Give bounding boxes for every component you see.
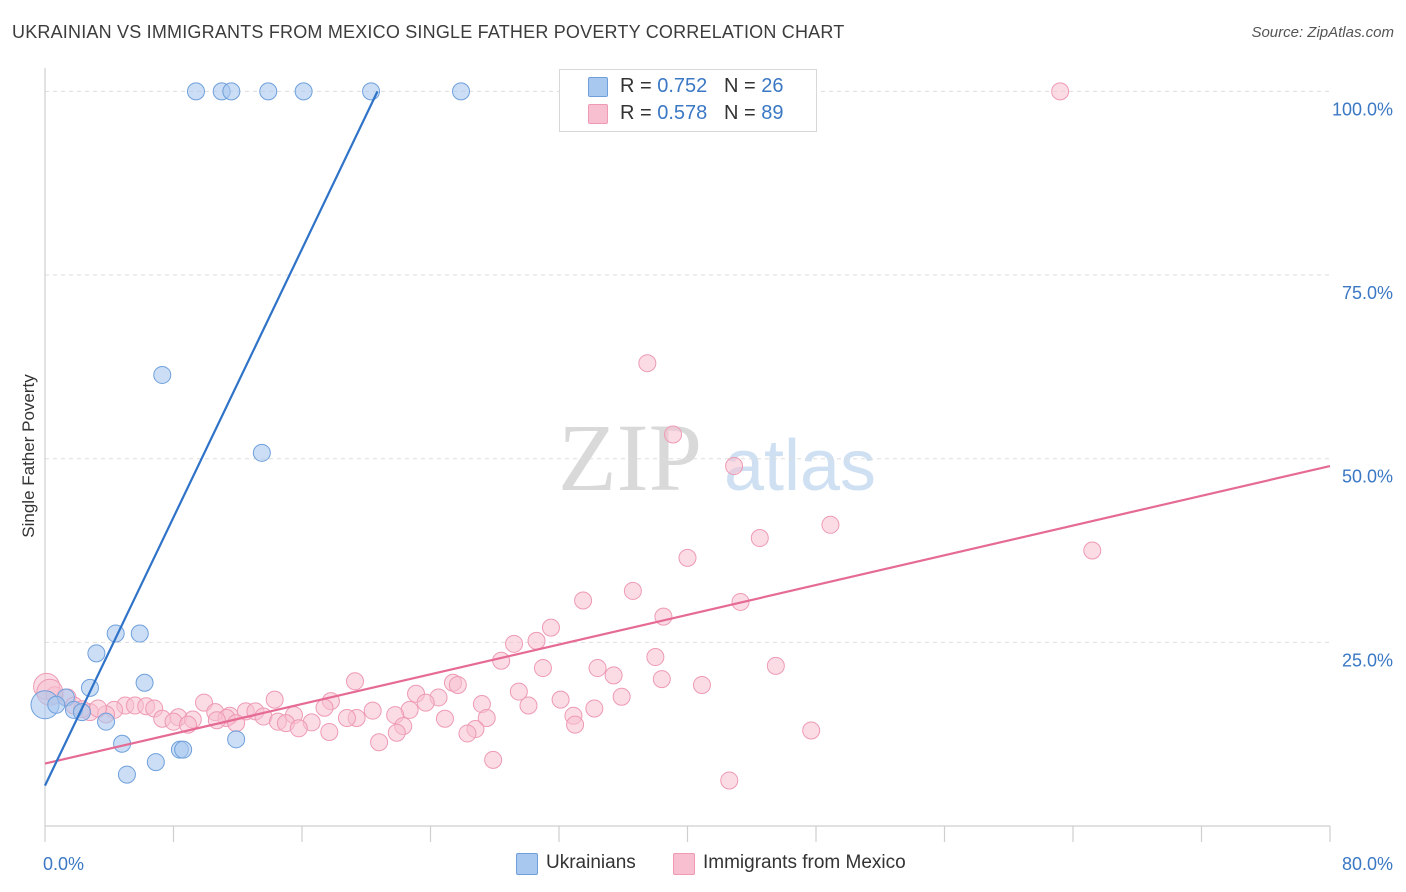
mexico-point: [416, 693, 435, 712]
ukrainian-trend-line: [44, 90, 379, 787]
mexico-point: [1083, 541, 1102, 560]
y-tick-label: 75.0%: [1342, 283, 1393, 303]
mexico-point: [527, 631, 546, 650]
mexico-point: [541, 618, 560, 637]
mexico-point: [566, 715, 585, 734]
trend-lines: [44, 90, 1331, 787]
ukrainian-point: [97, 712, 116, 731]
mexico-point: [505, 634, 524, 653]
y-tick-label: 50.0%: [1342, 467, 1393, 487]
watermark-atlas: atlas: [724, 426, 876, 506]
ukrainian-point: [146, 753, 165, 772]
ukrainian-point: [87, 644, 106, 663]
mexico-point: [448, 675, 467, 694]
ukrainian-point: [294, 82, 313, 101]
mexico-trend-line: [44, 464, 1331, 765]
y-axis-label: Single Father Poverty: [19, 374, 38, 538]
x-tick-label: 0.0%: [43, 854, 84, 874]
mexico-point: [766, 656, 785, 675]
mexico-point: [678, 548, 697, 567]
ukrainian-point: [47, 695, 66, 714]
mexico-point: [725, 457, 744, 476]
mexico-point: [509, 682, 528, 701]
x-tick-label: 80.0%: [1342, 854, 1393, 874]
mexico-point: [435, 709, 454, 728]
watermark-zip: ZIP: [558, 404, 702, 511]
ukrainian-point: [227, 730, 246, 749]
bottom-legend-swatch-mexico: [673, 853, 695, 875]
mexico-point: [289, 719, 308, 738]
legend-swatch-ukrainians: [588, 77, 608, 97]
mexico-point: [387, 723, 406, 742]
mexico-point: [492, 651, 511, 670]
mexico-point: [664, 425, 683, 444]
mexico-point: [551, 690, 570, 709]
mexico-point: [484, 750, 503, 769]
ukrainian-point: [153, 365, 172, 384]
mexico-point: [337, 709, 356, 728]
mexico-point: [1051, 82, 1070, 101]
mexico-point: [720, 771, 739, 790]
mexico-point: [346, 672, 365, 691]
source-label: Source: ZipAtlas.com: [1251, 24, 1394, 41]
mexico-point: [363, 701, 382, 720]
mexico-point: [646, 648, 665, 667]
mexico-point: [821, 515, 840, 534]
y-tick-label: 100.0%: [1332, 99, 1393, 119]
ukrainian-point: [222, 82, 241, 101]
mexico-point: [320, 722, 339, 741]
legend-text-mexico: R = 0.578 N = 89: [620, 102, 784, 124]
mexico-point: [612, 687, 631, 706]
correlation-legend: R = 0.752 N = 26 R = 0.578 N = 89: [559, 69, 817, 132]
bottom-legend-label-ukrainians: Ukrainians: [546, 852, 636, 873]
legend-text-ukrainians: R = 0.752 N = 26: [620, 75, 784, 97]
mexico-point: [588, 659, 607, 678]
bottom-legend-swatch-ukrainians: [516, 853, 538, 875]
tick-labels: 25.0% 50.0% 75.0% 100.0% 0.0% 80.0%: [43, 99, 1393, 874]
watermark: ZIP atlas: [558, 404, 876, 511]
ukrainian-point: [174, 740, 193, 759]
ukrainian-point: [259, 82, 278, 101]
mexico-point: [315, 698, 334, 717]
ukrainian-point: [452, 82, 471, 101]
mexico-point: [623, 581, 642, 600]
mexico-point: [652, 670, 671, 689]
mexico-point: [574, 591, 593, 610]
chart-title: UKRAINIAN VS IMMIGRANTS FROM MEXICO SING…: [12, 22, 845, 42]
mexico-point: [692, 675, 711, 694]
mexico-point: [477, 709, 496, 728]
mexico-point: [519, 696, 538, 715]
ukrainian-series-points: [30, 82, 471, 784]
mexico-point: [265, 690, 284, 709]
mexico-point: [585, 699, 604, 718]
mexico-point: [750, 529, 769, 548]
bottom-legend-label-mexico: Immigrants from Mexico: [703, 852, 906, 873]
ukrainian-point: [186, 82, 205, 101]
mexico-point: [802, 721, 821, 740]
mexico-point: [604, 666, 623, 685]
mexico-point: [533, 659, 552, 678]
ukrainian-point: [117, 765, 136, 784]
ukrainian-point: [252, 443, 271, 462]
legend-swatch-mexico: [588, 104, 608, 124]
mexico-point: [458, 724, 477, 743]
y-tick-label: 25.0%: [1342, 650, 1393, 670]
ukrainian-point: [130, 624, 149, 643]
ukrainian-point: [135, 673, 154, 692]
mexico-point: [638, 354, 657, 373]
mexico-point: [370, 733, 389, 752]
